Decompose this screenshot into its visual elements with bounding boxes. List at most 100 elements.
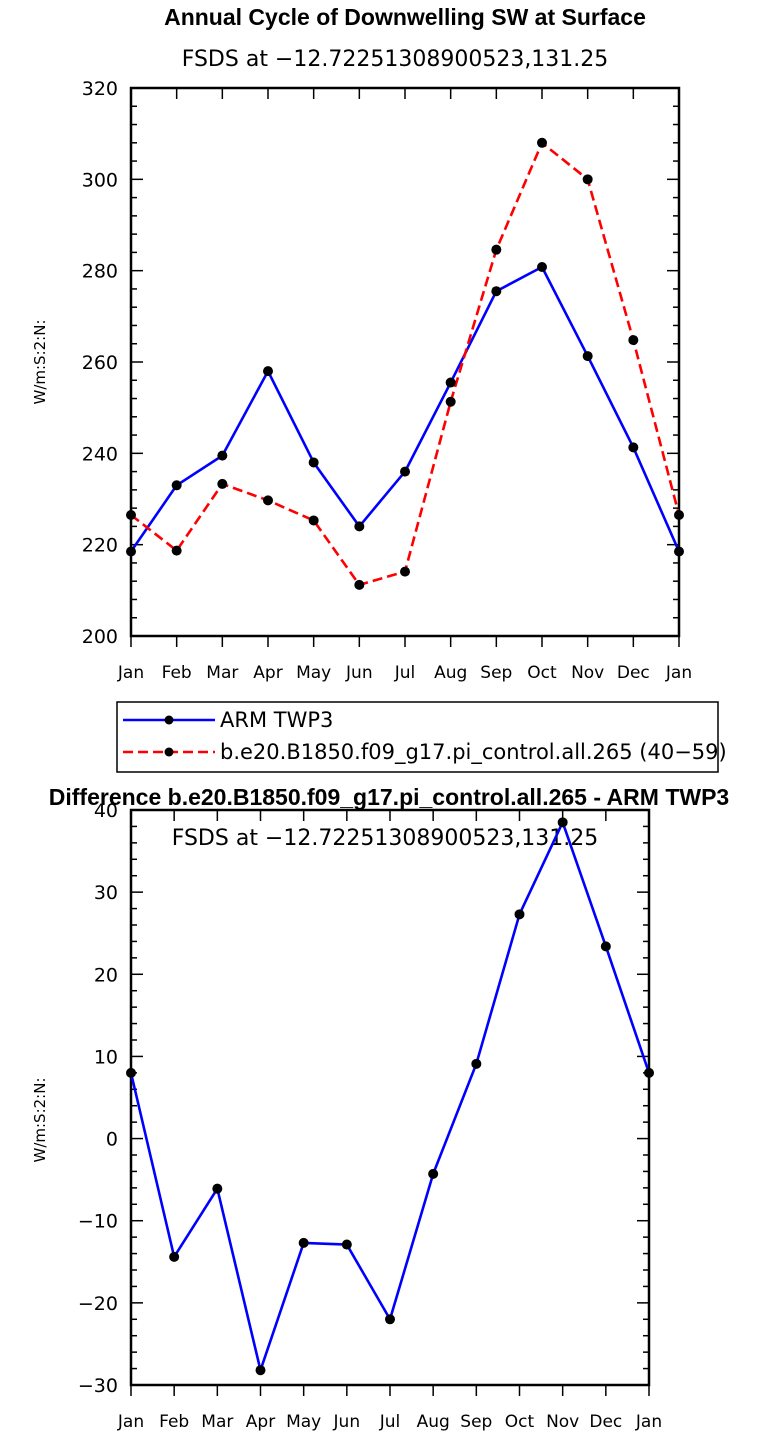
plot-frame bbox=[129, 86, 681, 638]
x-tick-label: Mar bbox=[206, 663, 238, 683]
x-tick-label: May bbox=[296, 663, 331, 683]
y-tick-label: 20 bbox=[94, 964, 118, 986]
x-tick-label: Jul bbox=[394, 663, 416, 683]
plot-frame bbox=[129, 808, 651, 1387]
series-0-point bbox=[582, 351, 593, 362]
x-tick-label: Sep bbox=[480, 663, 512, 683]
series-1-point bbox=[126, 509, 136, 520]
x-tick-label: Jan bbox=[117, 1412, 144, 1432]
x-tick-label: Jan bbox=[665, 663, 692, 683]
x-tick-label: Jan bbox=[635, 1412, 662, 1432]
x-tick-label: Oct bbox=[527, 663, 557, 683]
series-1-point bbox=[354, 579, 365, 590]
series-0-point bbox=[514, 909, 525, 920]
series-0-point bbox=[212, 1183, 223, 1194]
series-0-point bbox=[491, 286, 502, 297]
series-0-point bbox=[126, 1067, 136, 1078]
series-0-point bbox=[400, 466, 410, 477]
series-1-point bbox=[628, 335, 639, 346]
x-tick-label: Jul bbox=[379, 1412, 401, 1432]
series-1-point bbox=[400, 566, 410, 577]
legend-marker-arm-twp3 bbox=[164, 715, 174, 725]
series-0-point bbox=[674, 546, 684, 557]
series-line-0 bbox=[129, 265, 681, 553]
series-0-point bbox=[308, 457, 319, 468]
legend-box bbox=[116, 701, 719, 773]
y-tick-label: 40 bbox=[94, 800, 118, 822]
y-tick-label: 0 bbox=[106, 1129, 118, 1151]
series-0-point bbox=[298, 1237, 309, 1248]
series-1-point bbox=[491, 244, 502, 255]
series-1-point bbox=[217, 478, 228, 489]
series-0-point bbox=[126, 546, 136, 557]
series-0-point bbox=[428, 1168, 439, 1179]
y-tick-label: 300 bbox=[82, 169, 118, 191]
chart2-y-axis-label: W/m:S:2:N: bbox=[31, 1078, 49, 1163]
x-tick-label: Feb bbox=[162, 663, 192, 683]
y-tick-label: 280 bbox=[82, 261, 118, 283]
x-tick-label: Aug bbox=[417, 1412, 450, 1432]
legend-label-arm-twp3: ARM TWP3 bbox=[220, 708, 333, 732]
chart-annual-cycle: Annual Cycle of Downwelling SW at Surfac… bbox=[31, 4, 692, 683]
chart-difference: Difference b.e20.B1850.f09_g17.pi_contro… bbox=[31, 784, 729, 1432]
y-tick-label: 320 bbox=[82, 78, 118, 100]
y-tick-label: 260 bbox=[82, 352, 118, 374]
chart1-legend: ARM TWP3 b.e20.B1850.f09_g17.pi_control.… bbox=[116, 701, 727, 773]
series-1-point bbox=[537, 137, 547, 148]
series-line-0 bbox=[129, 821, 651, 1372]
x-tick-label: May bbox=[286, 1412, 321, 1432]
series-line-1 bbox=[130, 141, 681, 587]
x-tick-label: Jan bbox=[117, 663, 144, 683]
legend-entry-model: b.e20.B1850.f09_g17.pi_control.all.265 (… bbox=[123, 740, 727, 765]
x-tick-label: Nov bbox=[571, 663, 604, 683]
series-0-point bbox=[557, 817, 568, 828]
series-1-point bbox=[445, 396, 456, 407]
x-tick-label: Nov bbox=[546, 1412, 579, 1432]
chart2-plot-area: −30 −20 −10 0 10 20 30 40 Jan Feb Mar Apr May Jun Jul A… bbox=[78, 800, 662, 1432]
y-tick-label: 240 bbox=[82, 443, 118, 465]
x-tick-label: Apr bbox=[253, 663, 282, 683]
x-tick-label: Dec bbox=[617, 663, 650, 683]
x-tick-label: Jun bbox=[345, 663, 373, 683]
series-0-point bbox=[644, 1067, 654, 1078]
x-tick-label: Jun bbox=[333, 1412, 361, 1432]
y-tick-label: −30 bbox=[78, 1375, 118, 1397]
y-tick-label: −20 bbox=[78, 1293, 118, 1315]
chart1-subtitle: FSDS at −12.72251308900523,131.25 bbox=[182, 47, 609, 72]
x-tick-label: Oct bbox=[505, 1412, 535, 1432]
chart1-title: Annual Cycle of Downwelling SW at Surfac… bbox=[164, 4, 646, 30]
x-tick-label: Apr bbox=[246, 1412, 275, 1432]
y-tick-label: 220 bbox=[82, 535, 118, 557]
series-0-point bbox=[255, 1365, 266, 1376]
x-tick-label: Aug bbox=[434, 663, 467, 683]
series-0-point bbox=[471, 1058, 482, 1069]
x-tick-label: Sep bbox=[460, 1412, 492, 1432]
y-tick-label: −10 bbox=[78, 1211, 118, 1233]
x-tick-label: Mar bbox=[201, 1412, 233, 1432]
series-0-point bbox=[445, 377, 456, 388]
chart1-plot-area: 200 220 240 260 280 300 320 Jan Feb Mar Apr May Jun J… bbox=[82, 78, 692, 683]
series-0-point bbox=[169, 1251, 180, 1262]
series-0-point bbox=[600, 941, 611, 952]
series-0-point bbox=[217, 450, 228, 461]
series-0-point bbox=[385, 1314, 395, 1325]
series-0-point bbox=[341, 1239, 352, 1250]
legend-entry-arm-twp3: ARM TWP3 bbox=[123, 708, 333, 732]
series-0-point bbox=[628, 442, 639, 453]
x-tick-label: Dec bbox=[589, 1412, 622, 1432]
series-1-point bbox=[674, 509, 684, 520]
series-0-point bbox=[354, 521, 365, 532]
series-0-point bbox=[171, 480, 182, 491]
series-0-point bbox=[537, 262, 547, 273]
y-tick-label: 200 bbox=[82, 626, 118, 648]
series-1-point bbox=[263, 495, 273, 506]
series-0-point bbox=[263, 366, 273, 377]
y-tick-label: 10 bbox=[94, 1046, 118, 1068]
legend-label-model: b.e20.B1850.f09_g17.pi_control.all.265 (… bbox=[220, 740, 727, 765]
series-1-point bbox=[582, 174, 593, 185]
y-tick-label: 30 bbox=[94, 882, 118, 904]
series-1-point bbox=[308, 515, 319, 526]
chart1-y-axis-label: W/m:S:2:N: bbox=[31, 320, 49, 405]
chart2-title: Difference b.e20.B1850.f09_g17.pi_contro… bbox=[49, 784, 729, 810]
